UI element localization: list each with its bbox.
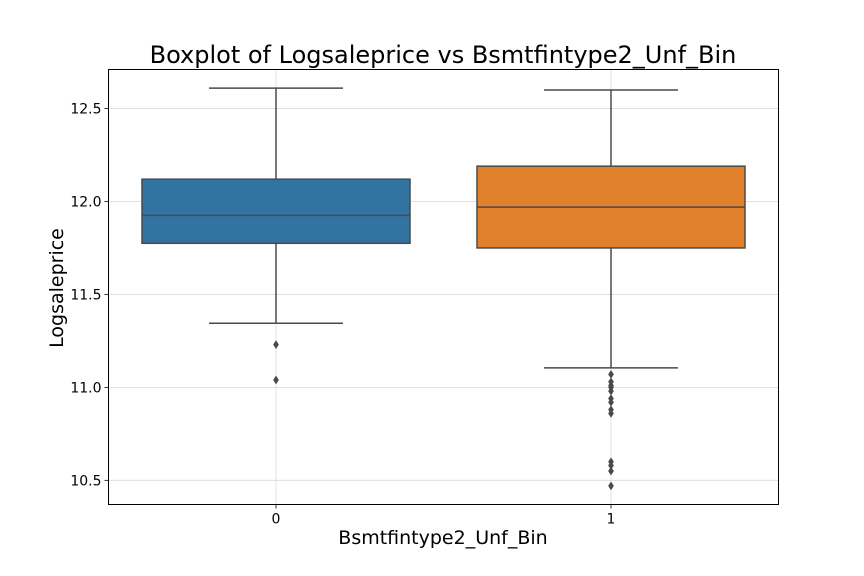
x-axis-label: Bsmtfintype2_Unf_Bin xyxy=(338,527,547,549)
outlier-point xyxy=(608,481,614,491)
y-tick-label: 10.5 xyxy=(70,473,101,489)
x-tick-label: 1 xyxy=(607,512,616,528)
outlier-point xyxy=(608,408,614,418)
y-axis-label: Logsaleprice xyxy=(46,228,68,348)
box-group-0 xyxy=(141,87,411,385)
outlier-point xyxy=(273,375,279,385)
chart-title: Boxplot of Logsaleprice vs Bsmtfintype2_… xyxy=(150,41,737,69)
y-tick-label: 12.5 xyxy=(70,102,101,118)
grid-lines xyxy=(108,69,779,505)
iqr-box xyxy=(141,178,411,245)
plot-area-frame xyxy=(108,69,779,505)
outlier-point xyxy=(273,340,279,350)
y-tick-label: 11.5 xyxy=(70,287,101,303)
outlier-point xyxy=(608,369,614,379)
box-group-1 xyxy=(476,89,746,491)
outlier-point xyxy=(608,466,614,476)
y-tick-label: 12.0 xyxy=(70,194,101,210)
box-series xyxy=(141,87,746,491)
x-tick-label: 0 xyxy=(272,512,281,528)
y-axis: 10.5 11.0 11.5 12.0 12.5 xyxy=(70,102,109,489)
y-tick-label: 11.0 xyxy=(70,380,101,396)
